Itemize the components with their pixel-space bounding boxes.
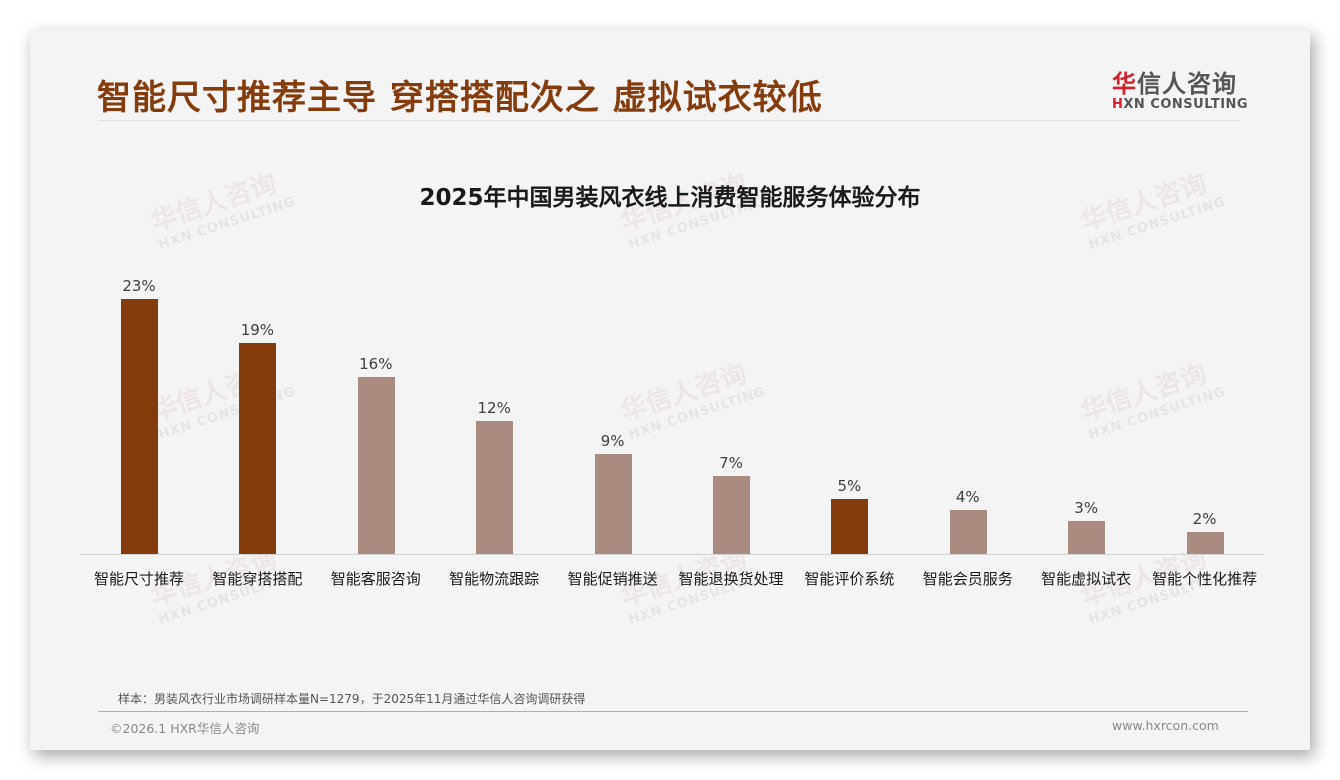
company-logo: 华信人咨询 HXN CONSULTING (1112, 64, 1252, 112)
bar (713, 476, 750, 554)
bar-value-label: 3% (1074, 498, 1099, 517)
logo-en: HXN CONSULTING (1112, 97, 1252, 112)
category-label: 智能促销推送 (567, 570, 658, 588)
logo-cn: 华信人咨询 (1112, 64, 1252, 99)
bar-value-label: 23% (122, 277, 156, 295)
logo-cn-accent: 华 (1112, 70, 1137, 98)
category-label: 智能评价系统 (804, 570, 895, 588)
website-link[interactable]: www.hxrcon.com (1112, 718, 1219, 733)
bar-value-label: 7% (719, 454, 743, 473)
bar-group: 12% (435, 264, 553, 554)
logo-en-accent: H (1112, 97, 1124, 112)
bar (1186, 531, 1224, 554)
bar-chart-plot: 23% 智能尺寸推荐 19% 智能穿搭搭配 16% 智能客服咨询 12% 智能物流跟踪 9% 智能… (80, 260, 1264, 588)
title-divider (98, 120, 1240, 121)
bar (239, 343, 277, 554)
sample-footnote: 样本：男装风衣行业市场调研样本量N=1279，于2025年11月通过华信人咨询调… (118, 692, 586, 706)
bar-value-label: 2% (1192, 509, 1217, 528)
category-label: 智能会员服务 (922, 570, 1013, 588)
chart-title: 2025年中国男装风衣线上消费智能服务体验分布 (419, 185, 921, 211)
bar-value-label: 19% (240, 321, 275, 340)
bar-group: 19% (198, 264, 316, 554)
bar-group: 7% (672, 264, 790, 554)
bar-group: 5% (790, 264, 908, 554)
category-label: 智能个性化推荐 (1152, 570, 1258, 588)
bar-group: 16% (317, 264, 435, 554)
bar-group: 3% (1027, 264, 1145, 554)
category-label: 智能退换货处理 (678, 570, 784, 588)
bar (121, 299, 158, 554)
bar (476, 420, 514, 554)
slide-title: 智能尺寸推荐主导 穿搭搭配次之 虚拟试衣较低 (97, 78, 823, 118)
bar-group: 4% (909, 264, 1027, 554)
bar (831, 498, 869, 554)
bar (1068, 520, 1106, 554)
footer-divider (98, 711, 1248, 712)
bar-value-label: 5% (837, 476, 862, 495)
bar-value-label: 4% (955, 487, 980, 506)
logo-en-text: XN CONSULTING (1123, 97, 1249, 112)
x-axis-line (80, 554, 1264, 555)
category-label: 智能尺寸推荐 (93, 570, 184, 588)
category-label: 智能穿搭搭配 (212, 570, 303, 588)
logo-cn-text: 信人咨询 (1137, 70, 1237, 98)
bar (357, 376, 395, 554)
bar-group: 2% (1146, 264, 1264, 554)
bar-value-label: 16% (359, 354, 393, 373)
bar-value-label: 12% (477, 398, 511, 417)
copyright-text: ©2026.1 HXR华信人咨询 (110, 721, 260, 736)
slide: 智能尺寸推荐主导 穿搭搭配次之 虚拟试衣较低 华信人咨询 HXN CONSULT… (30, 30, 1310, 750)
bar-group: 9% (554, 264, 672, 554)
bar (594, 454, 632, 554)
bar-value-label: 9% (600, 432, 625, 451)
bar (949, 509, 987, 554)
bar-group: 23% (80, 264, 198, 554)
category-label: 智能物流跟踪 (449, 570, 540, 588)
category-label: 智能客服咨询 (330, 570, 421, 588)
category-label: 智能虚拟试衣 (1041, 570, 1132, 588)
